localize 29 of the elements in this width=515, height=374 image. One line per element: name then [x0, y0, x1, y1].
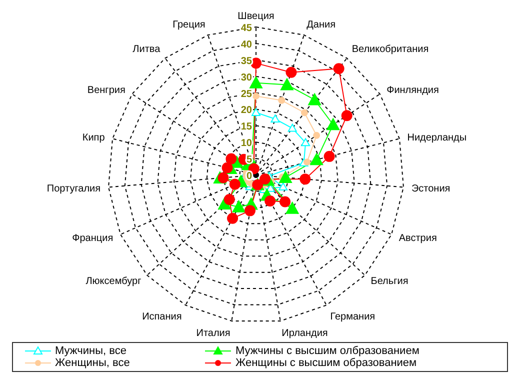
- spoke-label: Испания: [142, 311, 182, 322]
- legend-label: Мужчины, все: [55, 345, 126, 357]
- spoke-label: Финляндия: [386, 85, 439, 96]
- spoke-label: Бельгия: [370, 276, 408, 288]
- y-tick-label: 45: [240, 23, 252, 34]
- spoke-label: Германия: [330, 311, 376, 322]
- spoke-label: Люксембург: [86, 276, 142, 288]
- legend-label: Мужчины с высшим олбразованием: [235, 345, 420, 357]
- spoke-label: Франция: [72, 233, 114, 244]
- spoke-label: Португалия: [46, 183, 101, 194]
- y-tick-label: 20: [240, 105, 252, 116]
- spoke-label: Италия: [196, 328, 230, 339]
- spoke-label: Кипр: [82, 132, 106, 144]
- spoke-label: Ирландия: [282, 328, 328, 339]
- spoke-label: Дания: [306, 19, 336, 30]
- y-tick-label: 40: [240, 39, 252, 50]
- y-tick-label: 15: [240, 122, 252, 133]
- spoke-label: Венгрия: [87, 85, 126, 96]
- y-tick-label: 25: [240, 88, 252, 100]
- spoke-label: Литва: [132, 44, 161, 55]
- y-tick-label: 30: [240, 72, 252, 84]
- spoke-label: Греция: [172, 19, 206, 30]
- legend-label: Женщины с высшим образованием: [235, 357, 417, 369]
- spoke-label: Нидерланды: [407, 132, 467, 144]
- legend-label: Женщины, все: [55, 357, 130, 369]
- spoke-label: Эстония: [411, 183, 450, 194]
- spoke-label: Великобритания: [352, 44, 429, 55]
- spoke-label: Швеция: [238, 11, 274, 22]
- spoke-label: Австрия: [398, 233, 437, 244]
